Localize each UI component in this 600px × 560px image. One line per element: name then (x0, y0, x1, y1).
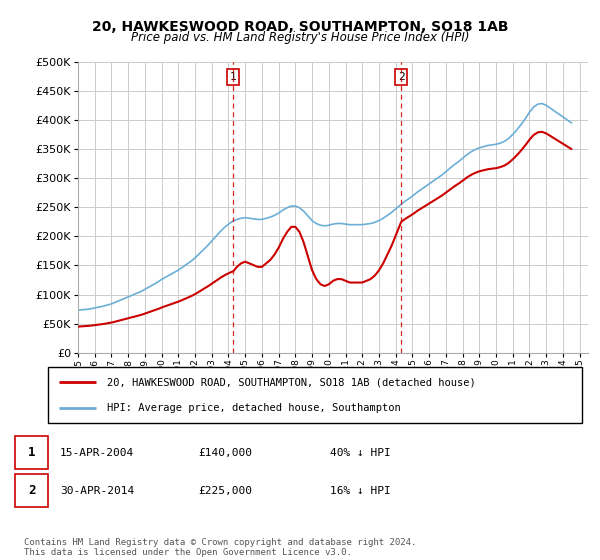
Text: 1: 1 (28, 446, 35, 459)
Text: £140,000: £140,000 (198, 447, 252, 458)
Text: 2: 2 (28, 484, 35, 497)
Text: 1: 1 (230, 72, 237, 82)
FancyBboxPatch shape (15, 436, 48, 469)
Text: 20, HAWKESWOOD ROAD, SOUTHAMPTON, SO18 1AB (detached house): 20, HAWKESWOOD ROAD, SOUTHAMPTON, SO18 1… (107, 377, 475, 388)
Text: 30-APR-2014: 30-APR-2014 (60, 486, 134, 496)
FancyBboxPatch shape (48, 367, 582, 423)
FancyBboxPatch shape (15, 474, 48, 507)
Text: Price paid vs. HM Land Registry's House Price Index (HPI): Price paid vs. HM Land Registry's House … (131, 31, 469, 44)
Text: 15-APR-2004: 15-APR-2004 (60, 447, 134, 458)
Text: Contains HM Land Registry data © Crown copyright and database right 2024.
This d: Contains HM Land Registry data © Crown c… (24, 538, 416, 557)
Text: 16% ↓ HPI: 16% ↓ HPI (330, 486, 391, 496)
Text: 2: 2 (398, 72, 404, 82)
Text: HPI: Average price, detached house, Southampton: HPI: Average price, detached house, Sout… (107, 403, 400, 413)
Text: 20, HAWKESWOOD ROAD, SOUTHAMPTON, SO18 1AB: 20, HAWKESWOOD ROAD, SOUTHAMPTON, SO18 1… (92, 20, 508, 34)
Text: 40% ↓ HPI: 40% ↓ HPI (330, 447, 391, 458)
Text: £225,000: £225,000 (198, 486, 252, 496)
